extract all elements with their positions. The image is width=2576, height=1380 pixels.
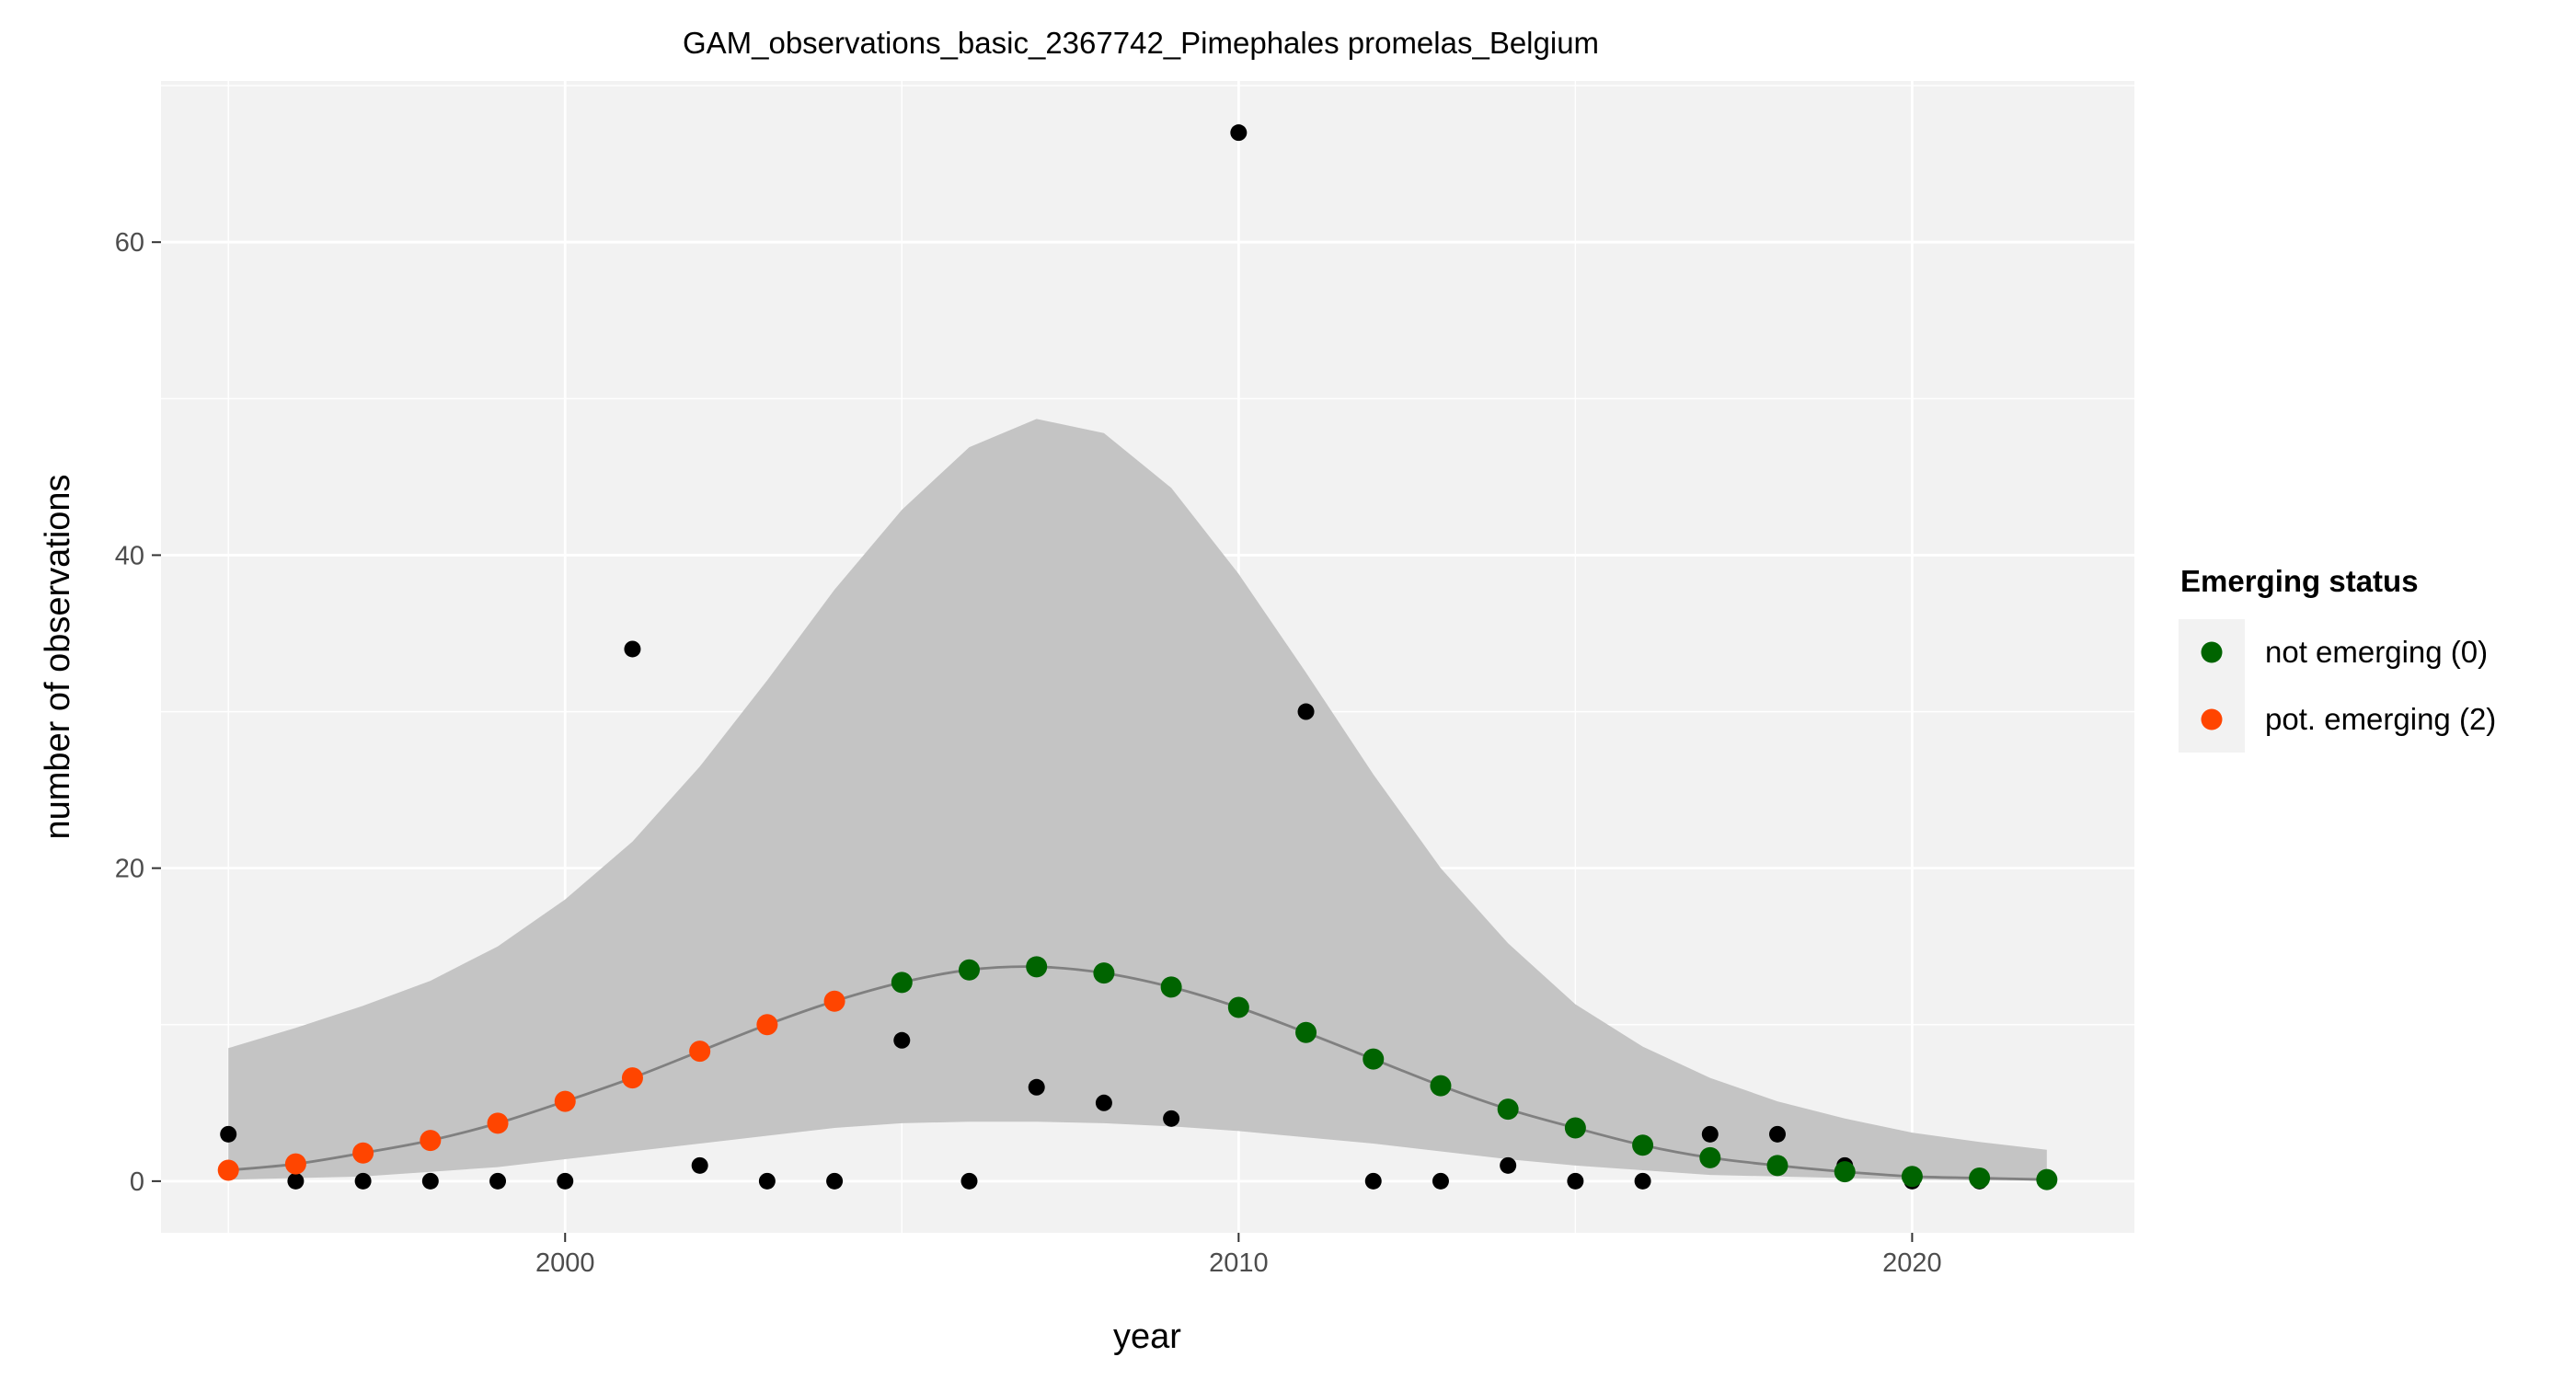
observation-point [691,1156,708,1174]
fit-point [689,1041,711,1063]
observation-point [1432,1172,1449,1190]
fit-point [1766,1155,1788,1177]
fit-point [891,972,913,994]
observation-point [624,640,641,658]
observation-point [1095,1094,1112,1111]
y-axis: 0 20 40 60 [115,228,161,1197]
fit-point [1363,1048,1385,1070]
y-tick-label: 0 [130,1167,144,1197]
observation-point [960,1172,978,1190]
y-tick-label: 60 [115,228,144,258]
observation-point [421,1172,439,1190]
fit-point [217,1159,239,1181]
legend-key [2201,641,2223,663]
observation-point [758,1172,776,1190]
observation-point [1768,1125,1786,1143]
fit-point [1699,1146,1721,1168]
observation-point [220,1125,237,1143]
fit-point [284,1153,306,1175]
fit-point [1632,1134,1654,1156]
observation-point [1634,1172,1651,1190]
fit-point [554,1090,576,1112]
fit-point [1295,1021,1317,1043]
fit-points [217,956,2058,1190]
legend-label: pot. emerging (2) [2265,702,2496,736]
observation-point [893,1031,911,1049]
fit-point [1160,976,1182,998]
x-axis: 2000 2010 2020 [535,1233,1942,1278]
fit-point [1497,1098,1519,1121]
fit-point [621,1067,643,1089]
fit-point [352,1142,374,1164]
observation-point [287,1172,305,1190]
x-tick-label: 2000 [535,1248,595,1278]
y-tick-label: 40 [115,541,144,570]
observation-point [1163,1110,1180,1127]
fit-point [1227,996,1249,1018]
fit-point [487,1112,509,1134]
observation-point [1028,1078,1045,1096]
observation-point [557,1172,574,1190]
x-tick-label: 2010 [1209,1248,1269,1278]
fit-point [1564,1117,1586,1139]
fit-point [2036,1168,2058,1190]
observation-point [1500,1156,1517,1174]
legend: Emerging status not emerging (0) pot. eme… [2179,564,2496,753]
fit-point [1430,1075,1452,1097]
observation-point [826,1172,844,1190]
fit-point [1093,962,1115,984]
fit-point [1901,1166,1923,1188]
fit-point [1834,1161,1856,1183]
x-tick-label: 2020 [1882,1248,1942,1278]
observation-point [1567,1172,1584,1190]
fit-line [228,965,2047,1181]
legend-label: not emerging (0) [2265,635,2488,669]
fit-point [958,959,980,981]
observation-point [354,1172,372,1190]
y-axis-title: number of observations [39,474,77,839]
y-tick-label: 20 [115,855,144,884]
fit-point [756,1014,778,1036]
legend-title: Emerging status [2180,564,2419,598]
x-axis-title: year [1113,1317,1181,1356]
legend-key [2201,708,2223,730]
observation-point [1701,1125,1719,1143]
observation-point [489,1172,507,1190]
fit-point [1026,956,1048,978]
fit-point [420,1130,442,1152]
legend-key-background [2179,619,2245,753]
fit-point [1969,1167,1991,1189]
observation-point [1364,1172,1382,1190]
confidence-band [228,419,2047,1181]
observation-point [1230,124,1248,142]
observation-point [1297,703,1315,720]
fit-point [823,990,845,1012]
plot-title: GAM_observations_basic_2367742_Pimephale… [683,26,1599,60]
